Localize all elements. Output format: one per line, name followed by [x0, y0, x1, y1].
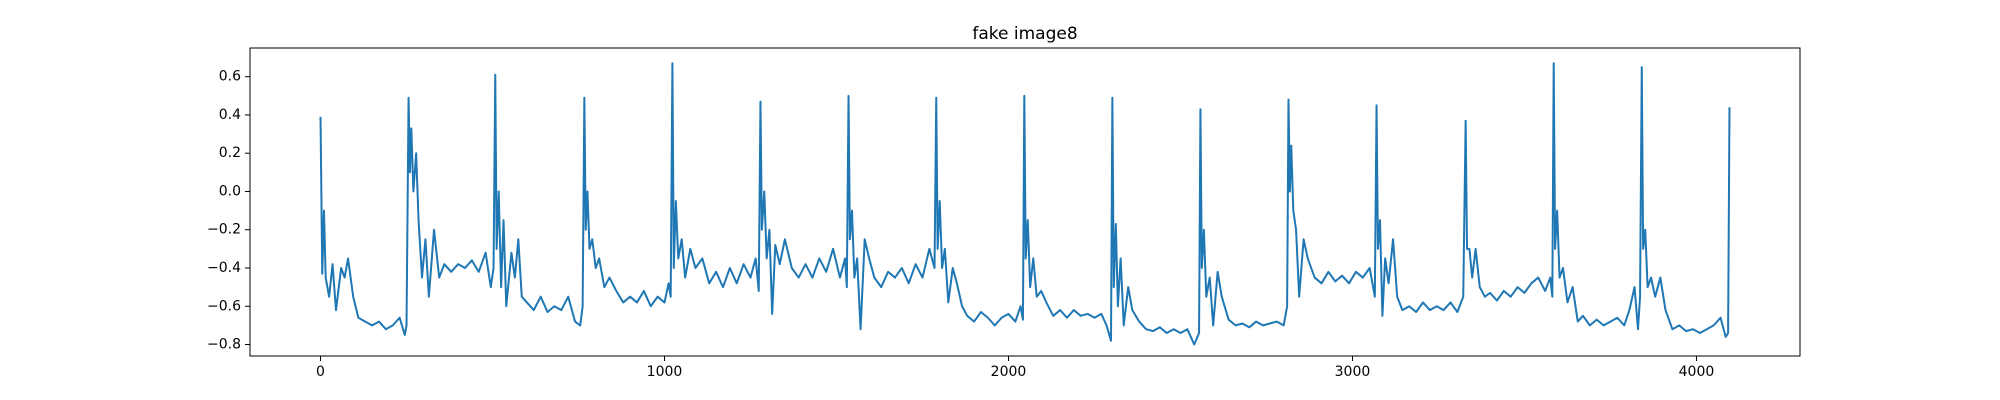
- x-tick-label: 2000: [991, 364, 1027, 380]
- chart-title: fake image8: [972, 24, 1077, 44]
- y-tick-label: −0.4: [207, 260, 241, 276]
- y-tick-label: −0.6: [207, 298, 241, 314]
- plot-frame: [249, 47, 1801, 357]
- y-tick-label: −0.2: [207, 222, 241, 238]
- y-tick-label: 0.0: [219, 183, 241, 199]
- x-tick-label: 4000: [1679, 364, 1715, 380]
- data-line: [319, 62, 1731, 346]
- x-tick-label: 1000: [647, 364, 683, 380]
- y-tick-label: 0.2: [219, 145, 241, 161]
- y-tick-label: 0.4: [219, 107, 241, 123]
- y-tick-label: 0.6: [219, 69, 241, 85]
- x-tick-label: 0: [316, 364, 325, 380]
- y-tick-label: −0.8: [207, 337, 241, 353]
- x-tick-label: 3000: [1335, 364, 1371, 380]
